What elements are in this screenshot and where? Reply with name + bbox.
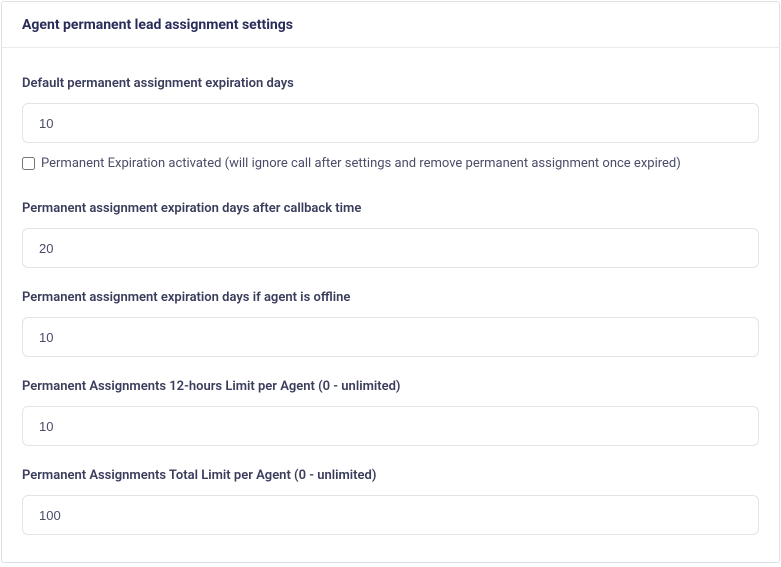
expiration-activated-checkbox[interactable]	[22, 157, 35, 170]
expiration-after-callback-group: Permanent assignment expiration days aft…	[22, 201, 759, 268]
limit-total-input[interactable]	[22, 495, 759, 535]
expiration-if-offline-label: Permanent assignment expiration days if …	[22, 290, 759, 305]
default-expiration-input[interactable]	[22, 103, 759, 143]
expiration-if-offline-group: Permanent assignment expiration days if …	[22, 290, 759, 357]
default-expiration-group: Default permanent assignment expiration …	[22, 76, 759, 173]
limit-total-group: Permanent Assignments Total Limit per Ag…	[22, 468, 759, 535]
settings-panel: Agent permanent lead assignment settings…	[1, 1, 780, 563]
expiration-if-offline-input[interactable]	[22, 317, 759, 357]
expiration-after-callback-input[interactable]	[22, 228, 759, 268]
panel-title: Agent permanent lead assignment settings	[22, 17, 759, 33]
limit-12h-input[interactable]	[22, 406, 759, 446]
panel-header: Agent permanent lead assignment settings	[2, 2, 779, 48]
expiration-activated-row: Permanent Expiration activated (will ign…	[22, 155, 759, 173]
limit-12h-label: Permanent Assignments 12-hours Limit per…	[22, 379, 759, 394]
default-expiration-label: Default permanent assignment expiration …	[22, 76, 759, 91]
panel-body: Default permanent assignment expiration …	[2, 48, 779, 567]
expiration-activated-label: Permanent Expiration activated (will ign…	[41, 155, 681, 173]
limit-12h-group: Permanent Assignments 12-hours Limit per…	[22, 379, 759, 446]
limit-total-label: Permanent Assignments Total Limit per Ag…	[22, 468, 759, 483]
expiration-after-callback-label: Permanent assignment expiration days aft…	[22, 201, 759, 216]
